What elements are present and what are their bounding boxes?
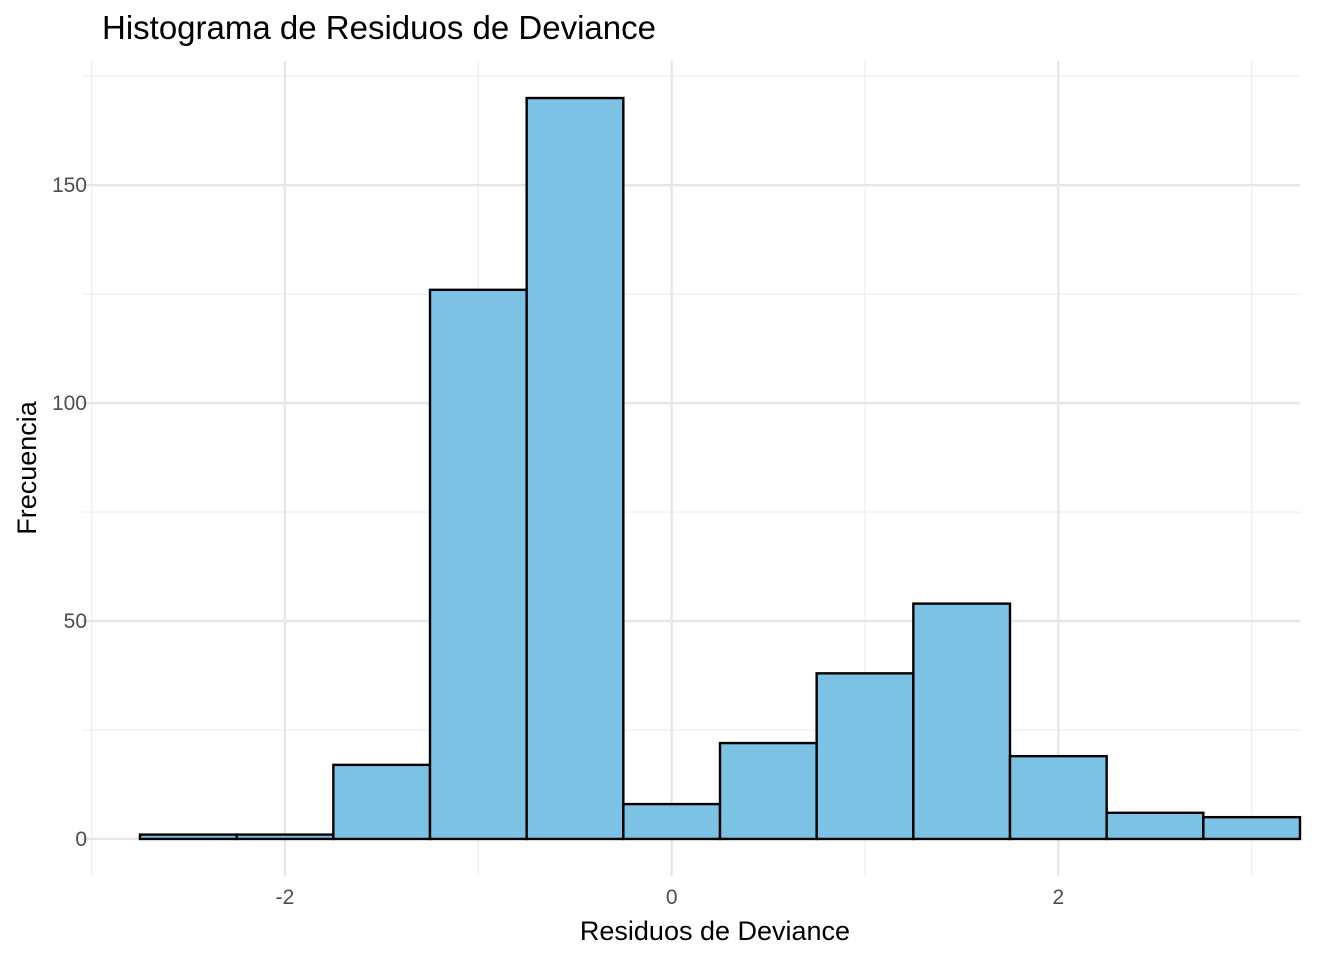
histogram-bar-8 bbox=[912, 602, 1012, 841]
histogram-bar-1 bbox=[235, 833, 335, 841]
histogram-bar-6 bbox=[718, 741, 818, 841]
y-tick-label: 150 bbox=[52, 174, 87, 197]
histogram-bar-3 bbox=[428, 288, 528, 841]
y-tick-label: 100 bbox=[52, 392, 87, 415]
histogram-bar-4 bbox=[525, 96, 625, 841]
y-tick-label: 0 bbox=[75, 828, 87, 851]
bars-layer bbox=[138, 96, 1302, 841]
y-axis-title: Frecuencia bbox=[12, 400, 42, 535]
ticks-layer: -2 0 2 0 50 100 150 bbox=[52, 174, 1064, 909]
histogram-bar-0 bbox=[138, 833, 238, 841]
histogram-bar-9 bbox=[1008, 754, 1108, 841]
chart-title: Histograma de Residuos de Deviance bbox=[102, 9, 656, 46]
x-tick-label: 2 bbox=[1052, 886, 1064, 909]
histogram-bar-10 bbox=[1105, 811, 1205, 841]
histogram-bar-2 bbox=[332, 763, 432, 841]
x-tick-label: 0 bbox=[666, 886, 678, 909]
histogram-bar-11 bbox=[1202, 815, 1302, 841]
x-tick-label: -2 bbox=[276, 886, 295, 909]
histogram-bar-7 bbox=[815, 672, 915, 841]
x-axis-title: Residuos de Deviance bbox=[580, 916, 850, 946]
y-tick-label: 50 bbox=[64, 610, 87, 633]
histogram-bar-5 bbox=[622, 802, 722, 841]
grid-layer bbox=[82, 61, 1300, 876]
